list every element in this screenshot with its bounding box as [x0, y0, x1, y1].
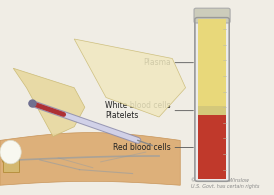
Polygon shape	[0, 133, 180, 185]
Bar	[198, 115, 226, 179]
Text: © 2007 Terese Winslow
U.S. Govt. has certain rights: © 2007 Terese Winslow U.S. Govt. has cer…	[191, 178, 259, 189]
Text: White blood cells
Platelets: White blood cells Platelets	[105, 101, 171, 120]
Polygon shape	[74, 39, 185, 117]
Polygon shape	[13, 68, 85, 136]
Bar	[198, 20, 226, 106]
Text: Plasma: Plasma	[143, 58, 171, 67]
FancyBboxPatch shape	[195, 18, 229, 181]
Ellipse shape	[0, 140, 21, 164]
Text: Red blood cells: Red blood cells	[113, 143, 171, 152]
Bar	[198, 106, 226, 115]
Bar	[3, 146, 19, 172]
FancyBboxPatch shape	[194, 8, 230, 23]
